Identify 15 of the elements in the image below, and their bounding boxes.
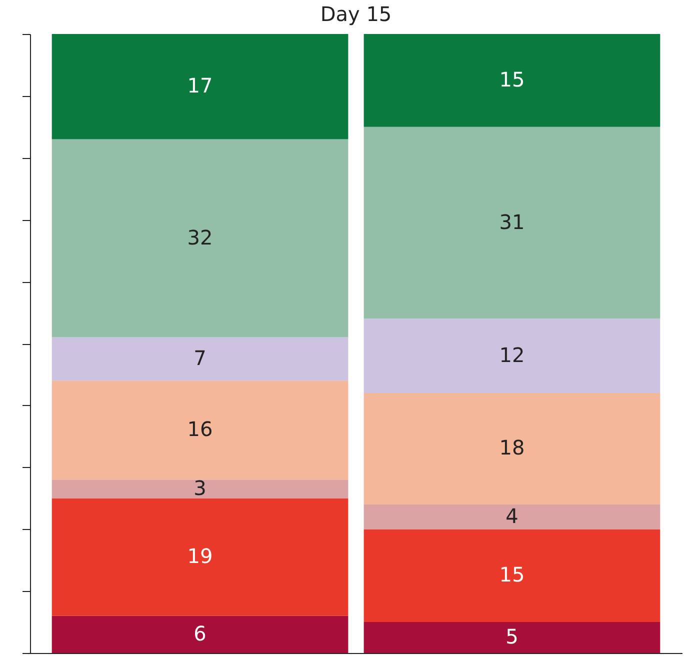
data-label: 17: [187, 74, 213, 98]
data-label: 4: [506, 504, 518, 528]
data-label: 18: [499, 436, 525, 460]
data-label: 16: [187, 417, 213, 442]
data-label: 7: [194, 346, 206, 370]
data-label: 32: [187, 225, 213, 250]
data-label: 6: [194, 621, 206, 646]
data-label: 12: [499, 342, 525, 367]
data-label: 15: [499, 562, 525, 587]
data-label: 5: [506, 624, 518, 649]
data-label: 31: [499, 210, 525, 234]
data-label: 19: [187, 544, 213, 568]
data-label: 3: [194, 476, 206, 500]
chart-title: Day 15: [320, 2, 392, 26]
data-label: 15: [499, 67, 525, 92]
